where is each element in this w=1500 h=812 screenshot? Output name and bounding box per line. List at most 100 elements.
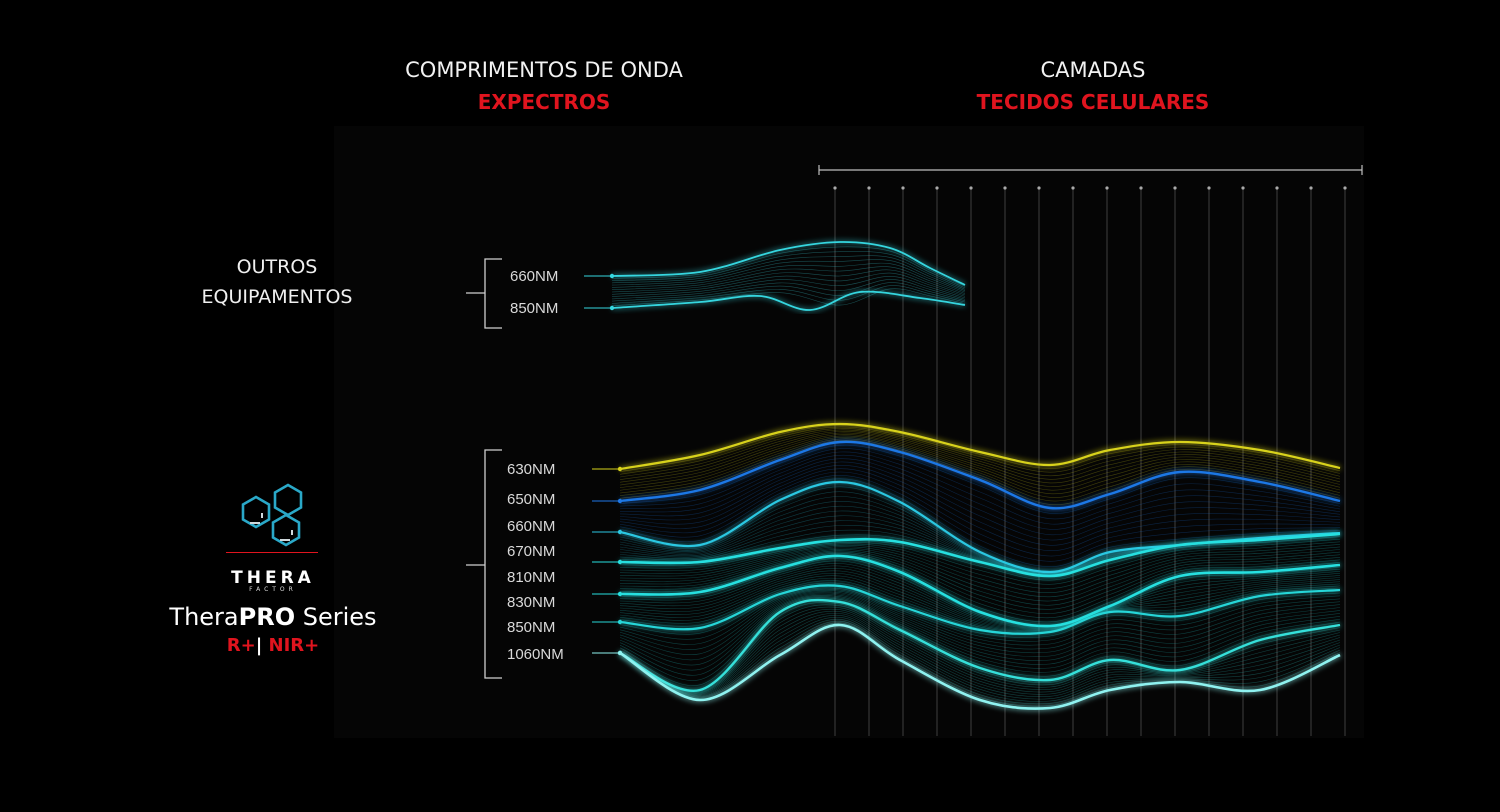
therapro-wave-fiber bbox=[619, 610, 1341, 695]
tissue-layer-marker bbox=[1343, 186, 1347, 190]
therapro-wave-fiber bbox=[619, 620, 1341, 705]
outros-wave-fiber bbox=[611, 266, 966, 294]
therapro-wave-fiber bbox=[619, 437, 1341, 498]
therapro-wave-fiber bbox=[619, 454, 1341, 530]
therapro-wave-fiber bbox=[619, 563, 1341, 629]
therapro-wave-fiber bbox=[619, 468, 1341, 552]
tissue-layer-marker bbox=[1173, 186, 1177, 190]
therapro-wave-fiber bbox=[619, 448, 1341, 520]
wave-830 bbox=[619, 584, 1341, 635]
outros-wave-660 bbox=[611, 241, 966, 286]
therapro-wave-fiber bbox=[619, 551, 1341, 614]
therapro-brand-block: THERA FACTOR TheraPRO Series R+| NIR+ bbox=[120, 556, 426, 656]
wave-630 bbox=[619, 422, 1341, 471]
therapro-wave-fiber bbox=[619, 554, 1341, 623]
header-layers-title: CAMADAS bbox=[1040, 58, 1146, 82]
outros-wave-fiber bbox=[611, 285, 966, 304]
therapro-wave-fiber bbox=[619, 565, 1341, 629]
outros-wave-fiber bbox=[611, 282, 966, 302]
outros-wave-fiber bbox=[611, 272, 966, 297]
therapro-wave-fiber bbox=[619, 428, 1341, 478]
therapro-wave-fiber bbox=[619, 582, 1341, 634]
outros-wave-660-dot bbox=[609, 273, 615, 279]
outros-bracket bbox=[466, 258, 502, 329]
therapro-wave-fiber bbox=[619, 590, 1341, 650]
therapro-wave-fiber bbox=[619, 568, 1341, 630]
therapro-wave-fiber bbox=[619, 548, 1341, 606]
therapro-wave-fiber bbox=[619, 602, 1341, 692]
tissue-layer-marker bbox=[901, 186, 905, 190]
therapro-wave-fiber bbox=[619, 458, 1341, 536]
outros-wave-fiber bbox=[611, 275, 966, 299]
outros-wavelength-660: 660NM bbox=[510, 268, 559, 285]
tissue-layer-marker bbox=[1105, 186, 1109, 190]
wave-850 bbox=[619, 598, 1341, 692]
tissue-layer-marker bbox=[1037, 186, 1041, 190]
therapro-wave-fiber bbox=[619, 444, 1341, 514]
therapro-wave-fiber bbox=[619, 604, 1341, 693]
series-prefix: Thera bbox=[169, 603, 239, 631]
series-bold: PRO bbox=[238, 603, 296, 631]
therapro-wave-fiber bbox=[619, 544, 1341, 594]
therapro-wave-fiber bbox=[619, 461, 1341, 541]
therapro-wave-fiber bbox=[619, 471, 1341, 557]
therapro-wave-fiber bbox=[619, 478, 1341, 568]
therapro-wave-fiber bbox=[619, 464, 1341, 546]
tissue-layer-marker bbox=[867, 186, 871, 190]
outros-wave-fiber bbox=[611, 269, 966, 296]
therapro-wave-fiber bbox=[619, 435, 1341, 495]
model-separator: | bbox=[255, 635, 263, 656]
wave-810-dot bbox=[617, 591, 623, 597]
therapro-wavelength-630: 630NM bbox=[507, 461, 556, 478]
hexagon-cluster-icon bbox=[226, 483, 318, 558]
therapro-bracket bbox=[466, 449, 502, 679]
therapro-wave-fiber bbox=[619, 560, 1341, 628]
therapro-wavelength-830: 830NM bbox=[507, 594, 556, 611]
therapro-wavelength-850: 850NM bbox=[507, 619, 556, 636]
therapro-wave-fiber bbox=[619, 591, 1341, 656]
header-layers: CAMADAS TECIDOS CELULARES bbox=[943, 54, 1243, 118]
tissue-layer-marker bbox=[1071, 186, 1075, 190]
wave-810 bbox=[619, 554, 1341, 628]
therapro-wave-fiber bbox=[619, 598, 1341, 686]
therapro-wave-fiber bbox=[619, 550, 1341, 610]
tissue-layer-marker bbox=[1241, 186, 1245, 190]
wave-670-dot bbox=[617, 559, 623, 565]
header-layers-subtitle: TECIDOS CELULARES bbox=[976, 90, 1210, 114]
tissue-layer-marker bbox=[1275, 186, 1279, 190]
outros-title-line2: EQUIPAMENTOS bbox=[201, 286, 353, 308]
therapro-wave-fiber bbox=[619, 434, 1341, 491]
therapro-wave-fiber bbox=[619, 606, 1341, 694]
therapro-wave-fiber bbox=[619, 432, 1341, 487]
therapro-wave-fiber bbox=[619, 431, 1341, 484]
brand-subtitle: FACTOR bbox=[249, 586, 297, 593]
outros-wave-850 bbox=[611, 290, 966, 311]
therapro-wave-fiber bbox=[619, 438, 1341, 502]
therapro-wave-fiber bbox=[619, 614, 1341, 697]
tissue-layer-marker bbox=[935, 186, 939, 190]
outros-wave-850-dot bbox=[609, 305, 615, 311]
outros-wave-fiber bbox=[611, 262, 966, 293]
therapro-wave-fiber bbox=[619, 594, 1341, 671]
therapro-wave-fiber bbox=[619, 426, 1341, 475]
tissue-layer-marker bbox=[833, 186, 837, 190]
therapro-wave-fiber bbox=[619, 451, 1341, 525]
outros-wave-fiber bbox=[611, 259, 966, 291]
series-name: TheraPRO Series bbox=[120, 603, 426, 631]
model-nir-plus: NIR+ bbox=[268, 635, 320, 656]
outros-wave-fiber bbox=[611, 288, 966, 306]
tissue-layer-marker bbox=[1309, 186, 1313, 190]
outros-wave-bundle bbox=[584, 241, 966, 311]
therapro-wave-fiber bbox=[619, 618, 1341, 702]
layer-scale-bar bbox=[818, 165, 1363, 175]
therapro-wave-fiber bbox=[619, 538, 1341, 585]
therapro-wave-fiber bbox=[619, 572, 1341, 631]
series-suffix: Series bbox=[295, 603, 377, 631]
tissue-layer-marker bbox=[1207, 186, 1211, 190]
therapro-wave-fiber bbox=[619, 429, 1341, 480]
wave-1060 bbox=[619, 623, 1341, 710]
header-wavelengths-subtitle: EXPECTROS bbox=[477, 90, 611, 114]
header-wavelengths-title: COMPRIMENTOS DE ONDA bbox=[405, 58, 683, 82]
therapro-wave-fiber bbox=[619, 552, 1341, 619]
